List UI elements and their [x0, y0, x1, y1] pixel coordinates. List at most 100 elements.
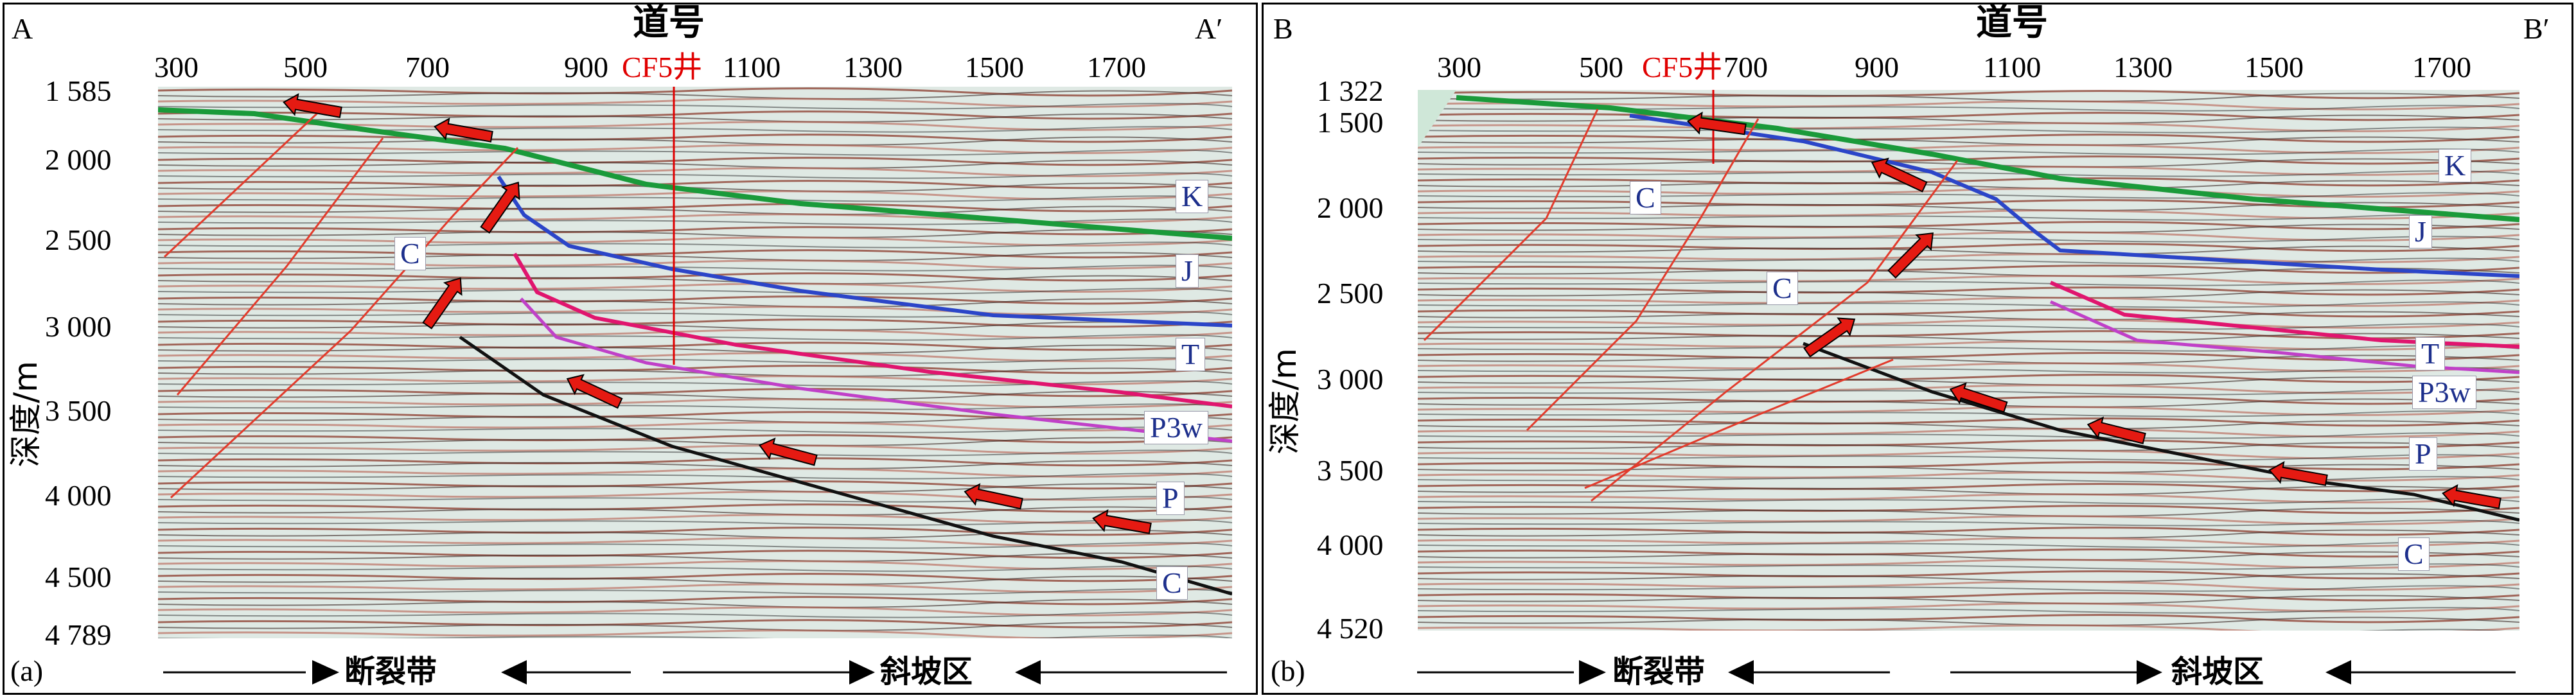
- panel-b-stratum-t: T: [2415, 337, 2446, 371]
- panel-b-fault-line: [1591, 160, 1959, 502]
- panel-b-stratum-p3w-text: P3w: [2418, 376, 2471, 408]
- panel-b-blank-wedge: [1418, 90, 1456, 148]
- panel-a-zone-slope: 斜坡区: [880, 654, 973, 690]
- panel-a-arrow: [1092, 509, 1152, 534]
- panel-a-horizon-p3w: [520, 297, 1232, 443]
- panel-a-arrow: [422, 277, 463, 329]
- panel-a-seismic-section: [158, 87, 1232, 638]
- panel-a-zone-arrows: [163, 660, 1227, 685]
- panel-a-zone-fault: 断裂带: [344, 654, 437, 690]
- panel-a-label: (a): [10, 654, 44, 687]
- panel-b-fault-line: [1526, 118, 1760, 432]
- panel-b-y-tick: 3 500: [1317, 454, 1384, 487]
- panel-b-x-tick: 1500: [2245, 51, 2304, 83]
- panel-a-x-tick: 1100: [723, 51, 781, 83]
- panel-a-corner-right: A′: [1195, 12, 1223, 45]
- panel-b-stratum-j: J: [2409, 215, 2432, 249]
- panel-a-arrow: [566, 374, 623, 409]
- panel-a-horizon-j: [497, 175, 1232, 327]
- panel-b-y-title: 深度/m: [1266, 348, 1303, 455]
- panel-a-arrow: [434, 118, 493, 143]
- panel-a-well-label: CF5井: [622, 51, 703, 83]
- panel-a-stratum-p3w-text: P3w: [1150, 411, 1203, 444]
- panel-a-arrow: [283, 93, 342, 118]
- panel-b-stratum-c-left: C: [1630, 181, 1661, 214]
- panel-b-zone-arrows: [1417, 660, 2516, 685]
- panel-a-seismic-bg: [158, 87, 1232, 638]
- panel-b-horizon-p: [1803, 342, 2519, 522]
- panel-b-arrow: [1871, 157, 1928, 193]
- panel-a-stratum-t: T: [1176, 338, 1206, 371]
- panel-b-x-tick: 1100: [1983, 51, 2042, 83]
- panel-b-stratum-c-mid: C: [1767, 272, 1798, 305]
- panel-b-arrow: [1887, 232, 1934, 279]
- panel-a-y-tick: 4 500: [45, 561, 112, 593]
- panel-b-arrow: [2442, 484, 2501, 509]
- panel-b-fault-line: [1423, 109, 1599, 342]
- panel-a-stratum-c-upper: C: [394, 237, 426, 270]
- panel-b-horizon-k: [1456, 95, 2519, 222]
- panel-b-well-label: CF5井: [1642, 51, 1723, 83]
- panel-a-arrow: [480, 181, 520, 234]
- panel-b-y-tick: 1 322: [1317, 74, 1384, 107]
- panel-a-arrow: [964, 483, 1023, 510]
- panel-a-y-tick: 3 000: [45, 310, 112, 343]
- panel-a-y-tick: 4 000: [45, 479, 112, 512]
- panel-b-y-tick: 2 500: [1317, 277, 1384, 310]
- panel-b-x-tick: 1300: [2113, 51, 2173, 83]
- panel-a-x-tick: 1500: [965, 51, 1024, 83]
- panel-a-horizon-k: [158, 107, 1232, 241]
- panel-a-y-title: 深度/m: [7, 361, 44, 467]
- panel-a-fault-line: [163, 105, 326, 258]
- panel-a-stratum-c-lower: C: [1156, 566, 1188, 600]
- panel-b-stratum-c-lower: C: [2398, 537, 2430, 571]
- panel-b-arrow: [2268, 461, 2328, 486]
- panel-a-y-tick: 1 585: [45, 74, 112, 107]
- panel-b-corner-right: B′: [2523, 12, 2550, 45]
- panel-b-stratum-p: P: [2409, 437, 2437, 471]
- panel-a-stratum-p: P: [1156, 482, 1185, 515]
- panel-b-stratum-k: K: [2439, 149, 2472, 182]
- panel-b-seismic-bg: [1418, 90, 2519, 631]
- panel-a-x-tick: 700: [405, 51, 450, 83]
- panel-a-arrow: [758, 437, 818, 466]
- panel-a-x-tick: 900: [564, 51, 608, 83]
- panel-b-arrow: [1949, 382, 2008, 413]
- panel-a-fault-line: [170, 146, 519, 499]
- panel-b-horizon-j: [1629, 114, 2519, 278]
- panel-b-x-tick: 700: [1724, 51, 1768, 83]
- panel-b-y-tick: 3 000: [1317, 363, 1384, 396]
- panel-a-y-tick: 2 500: [45, 223, 112, 256]
- panel-a-x-title: 道号: [633, 2, 705, 44]
- panel-a-x-tick: 1300: [843, 51, 903, 83]
- panel-b-label: (b): [1271, 654, 1305, 687]
- panel-b-x-tick: 300: [1437, 51, 1481, 83]
- panel-a-horizon-p: [459, 335, 1232, 596]
- panel-b-y-tick: 2 000: [1317, 191, 1384, 224]
- panel-b-y-tick: 4 000: [1317, 528, 1384, 561]
- panel-b-stratum-p3w: P3w: [2412, 376, 2476, 409]
- panel-a-x-tick: 1700: [1087, 51, 1146, 83]
- panel-a-x-tick: 300: [154, 51, 198, 83]
- panel-b-arrow: [1803, 317, 1856, 358]
- panel-b-x-title: 道号: [1976, 2, 2048, 44]
- panel-a-horizon-t: [513, 252, 1232, 408]
- panel-a-stratum-k: K: [1176, 180, 1209, 213]
- panel-a-x-tick: 500: [283, 51, 328, 83]
- panel-b-zone-fault: 断裂带: [1612, 654, 1706, 690]
- panel-a-y-tick: 4 789: [45, 618, 112, 651]
- panel-a-y-tick: 2 000: [45, 143, 112, 176]
- panel-a-stratum-j: J: [1176, 254, 1199, 288]
- panel-b-y-tick: 1 500: [1317, 106, 1384, 139]
- panel-a-stratum-p3w: P3w: [1144, 411, 1208, 444]
- panel-b-x-tick: 500: [1579, 51, 1623, 83]
- panel-b-fault-line: [1584, 358, 1894, 489]
- panel-b-x-tick: 900: [1855, 51, 1899, 83]
- panel-b-y-tick: 4 520: [1317, 612, 1384, 645]
- panel-b-arrow: [2086, 416, 2146, 444]
- panel-b-horizon-p3w: [2049, 300, 2519, 374]
- panel-b-seismic-section: [1418, 90, 2519, 631]
- panel-b-corner-left: B: [1273, 12, 1293, 45]
- panel-b-arrow: [1686, 111, 1747, 135]
- panel-b-zone-slope: 斜坡区: [2171, 654, 2264, 690]
